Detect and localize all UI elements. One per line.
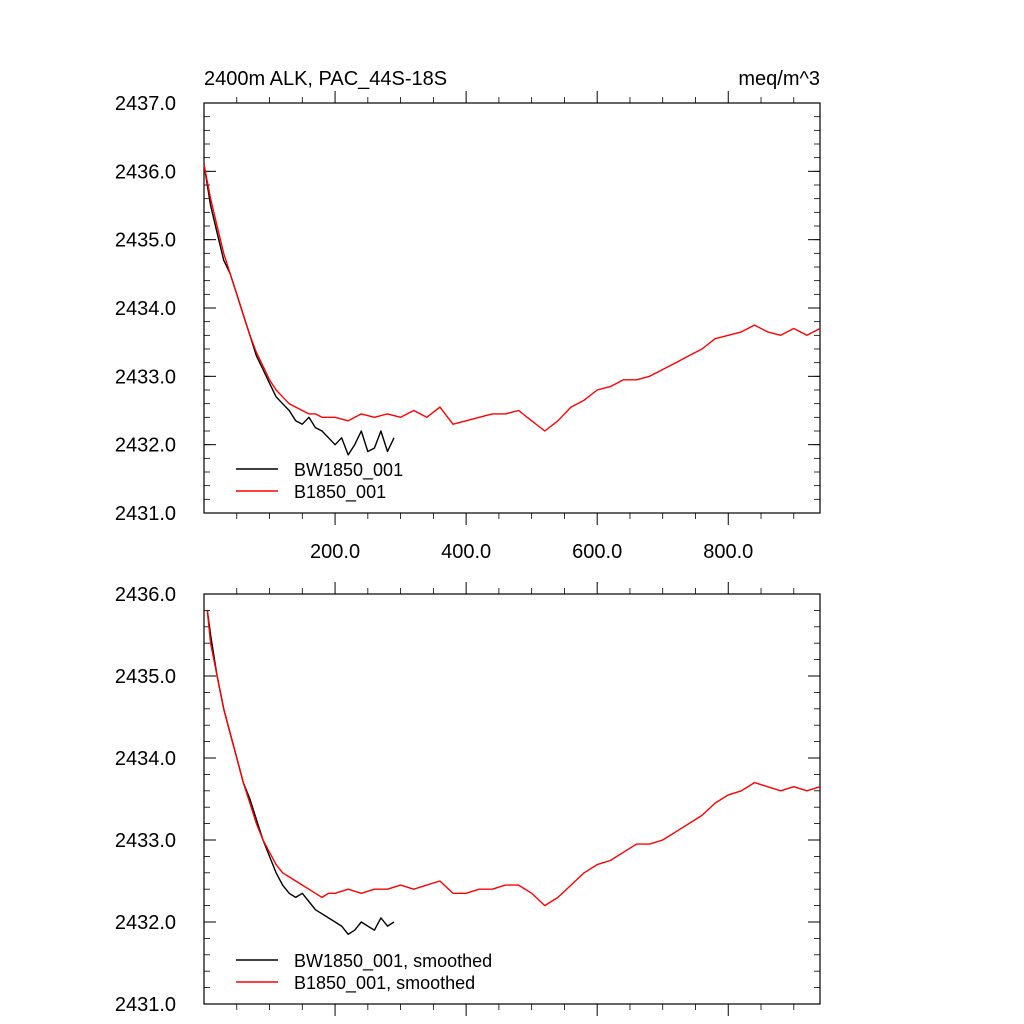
plot-frame — [203, 593, 821, 1005]
plot-frame — [203, 102, 821, 514]
series-line-0 — [203, 164, 395, 456]
series-line-1 — [203, 164, 821, 432]
y-tick-label: 2433.0 — [115, 366, 176, 388]
y-tick-label: 2432.0 — [115, 912, 176, 934]
y-tick-label: 2436.0 — [115, 161, 176, 183]
y-tick-label: 2431.0 — [115, 503, 176, 525]
y-tick-label: 2434.0 — [115, 298, 176, 320]
y-tick-label: 2433.0 — [115, 830, 176, 852]
x-tick-label: 200.0 — [310, 541, 360, 563]
y-tick-label: 2434.0 — [115, 748, 176, 770]
legend-label-1: B1850_001, smoothed — [294, 973, 475, 994]
top-panel: 2431.0 2432.0 2433.0 2434.0 2435.0 2436.0 2437… — [115, 91, 821, 563]
chart-title: 2400m ALK, PAC_44S-18S — [204, 68, 447, 90]
y-tick-label: 2431.0 — [115, 994, 176, 1016]
y-tick-label: 2435.0 — [115, 230, 176, 252]
y-tick-label: 2437.0 — [115, 93, 176, 115]
y-tick-label: 2432.0 — [115, 435, 176, 457]
series-line-0 — [206, 610, 395, 935]
bottom-panel: 2431.0 2432.0 2433.0 2434.0 2435.0 2436.0 BW18… — [115, 582, 821, 1016]
legend-label-1: B1850_001 — [294, 482, 386, 503]
y-tick-label: 2435.0 — [115, 666, 176, 688]
series-line-1 — [206, 610, 821, 907]
y-tick-label: 2436.0 — [115, 584, 176, 606]
x-tick-label: 600.0 — [572, 541, 622, 563]
legend-label-0: BW1850_001, smoothed — [294, 951, 492, 972]
x-tick-label: 800.0 — [703, 541, 753, 563]
chart-units: meq/m^3 — [738, 68, 820, 90]
x-tick-label: 400.0 — [441, 541, 491, 563]
legend-label-0: BW1850_001 — [294, 460, 403, 481]
